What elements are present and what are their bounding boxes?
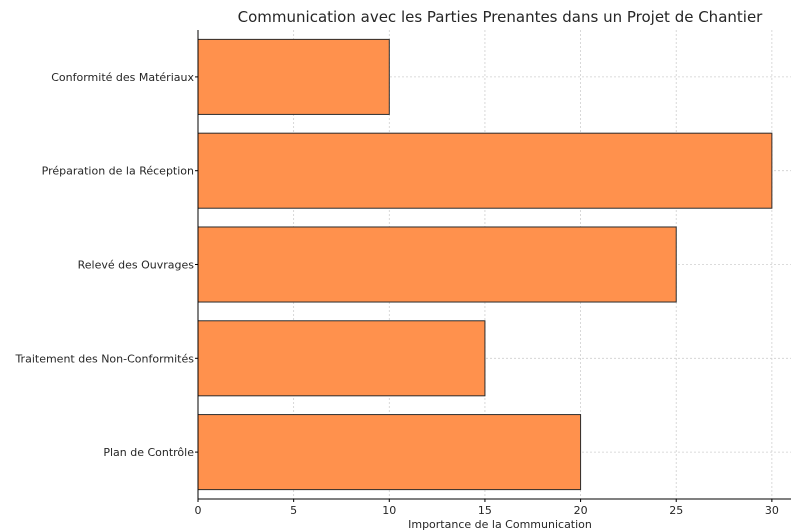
bar-4 — [197, 414, 582, 491]
x-tick-label-1: 5 — [290, 504, 297, 517]
x-axis-label: Importance de la Communication — [408, 518, 592, 531]
x-tick-label-5: 25 — [669, 504, 683, 517]
category-label-0: Conformité des Matériaux — [51, 71, 194, 84]
bars — [197, 38, 773, 491]
bar-2 — [197, 226, 677, 303]
category-label-1: Préparation de la Réception — [42, 165, 194, 178]
x-tick-label-6: 30 — [765, 504, 779, 517]
x-tick-label-0: 0 — [195, 504, 202, 517]
category-label-3: Traitement des Non-Conformités — [14, 352, 194, 365]
bar-1 — [197, 132, 773, 209]
x-tick-label-4: 20 — [574, 504, 588, 517]
category-labels: Conformité des Matériaux Préparation de l… — [14, 71, 194, 459]
bar-0 — [197, 38, 390, 115]
category-label-4: Plan de Contrôle — [103, 446, 194, 459]
category-label-2: Relevé des Ouvrages — [78, 259, 195, 272]
chart-title: Communication avec les Parties Prenantes… — [238, 8, 764, 26]
x-tick-label-2: 10 — [382, 504, 396, 517]
x-ticks: 0 5 10 15 20 25 30 — [195, 76, 779, 517]
bar-3 — [197, 320, 486, 397]
x-tick-label-3: 15 — [478, 504, 492, 517]
